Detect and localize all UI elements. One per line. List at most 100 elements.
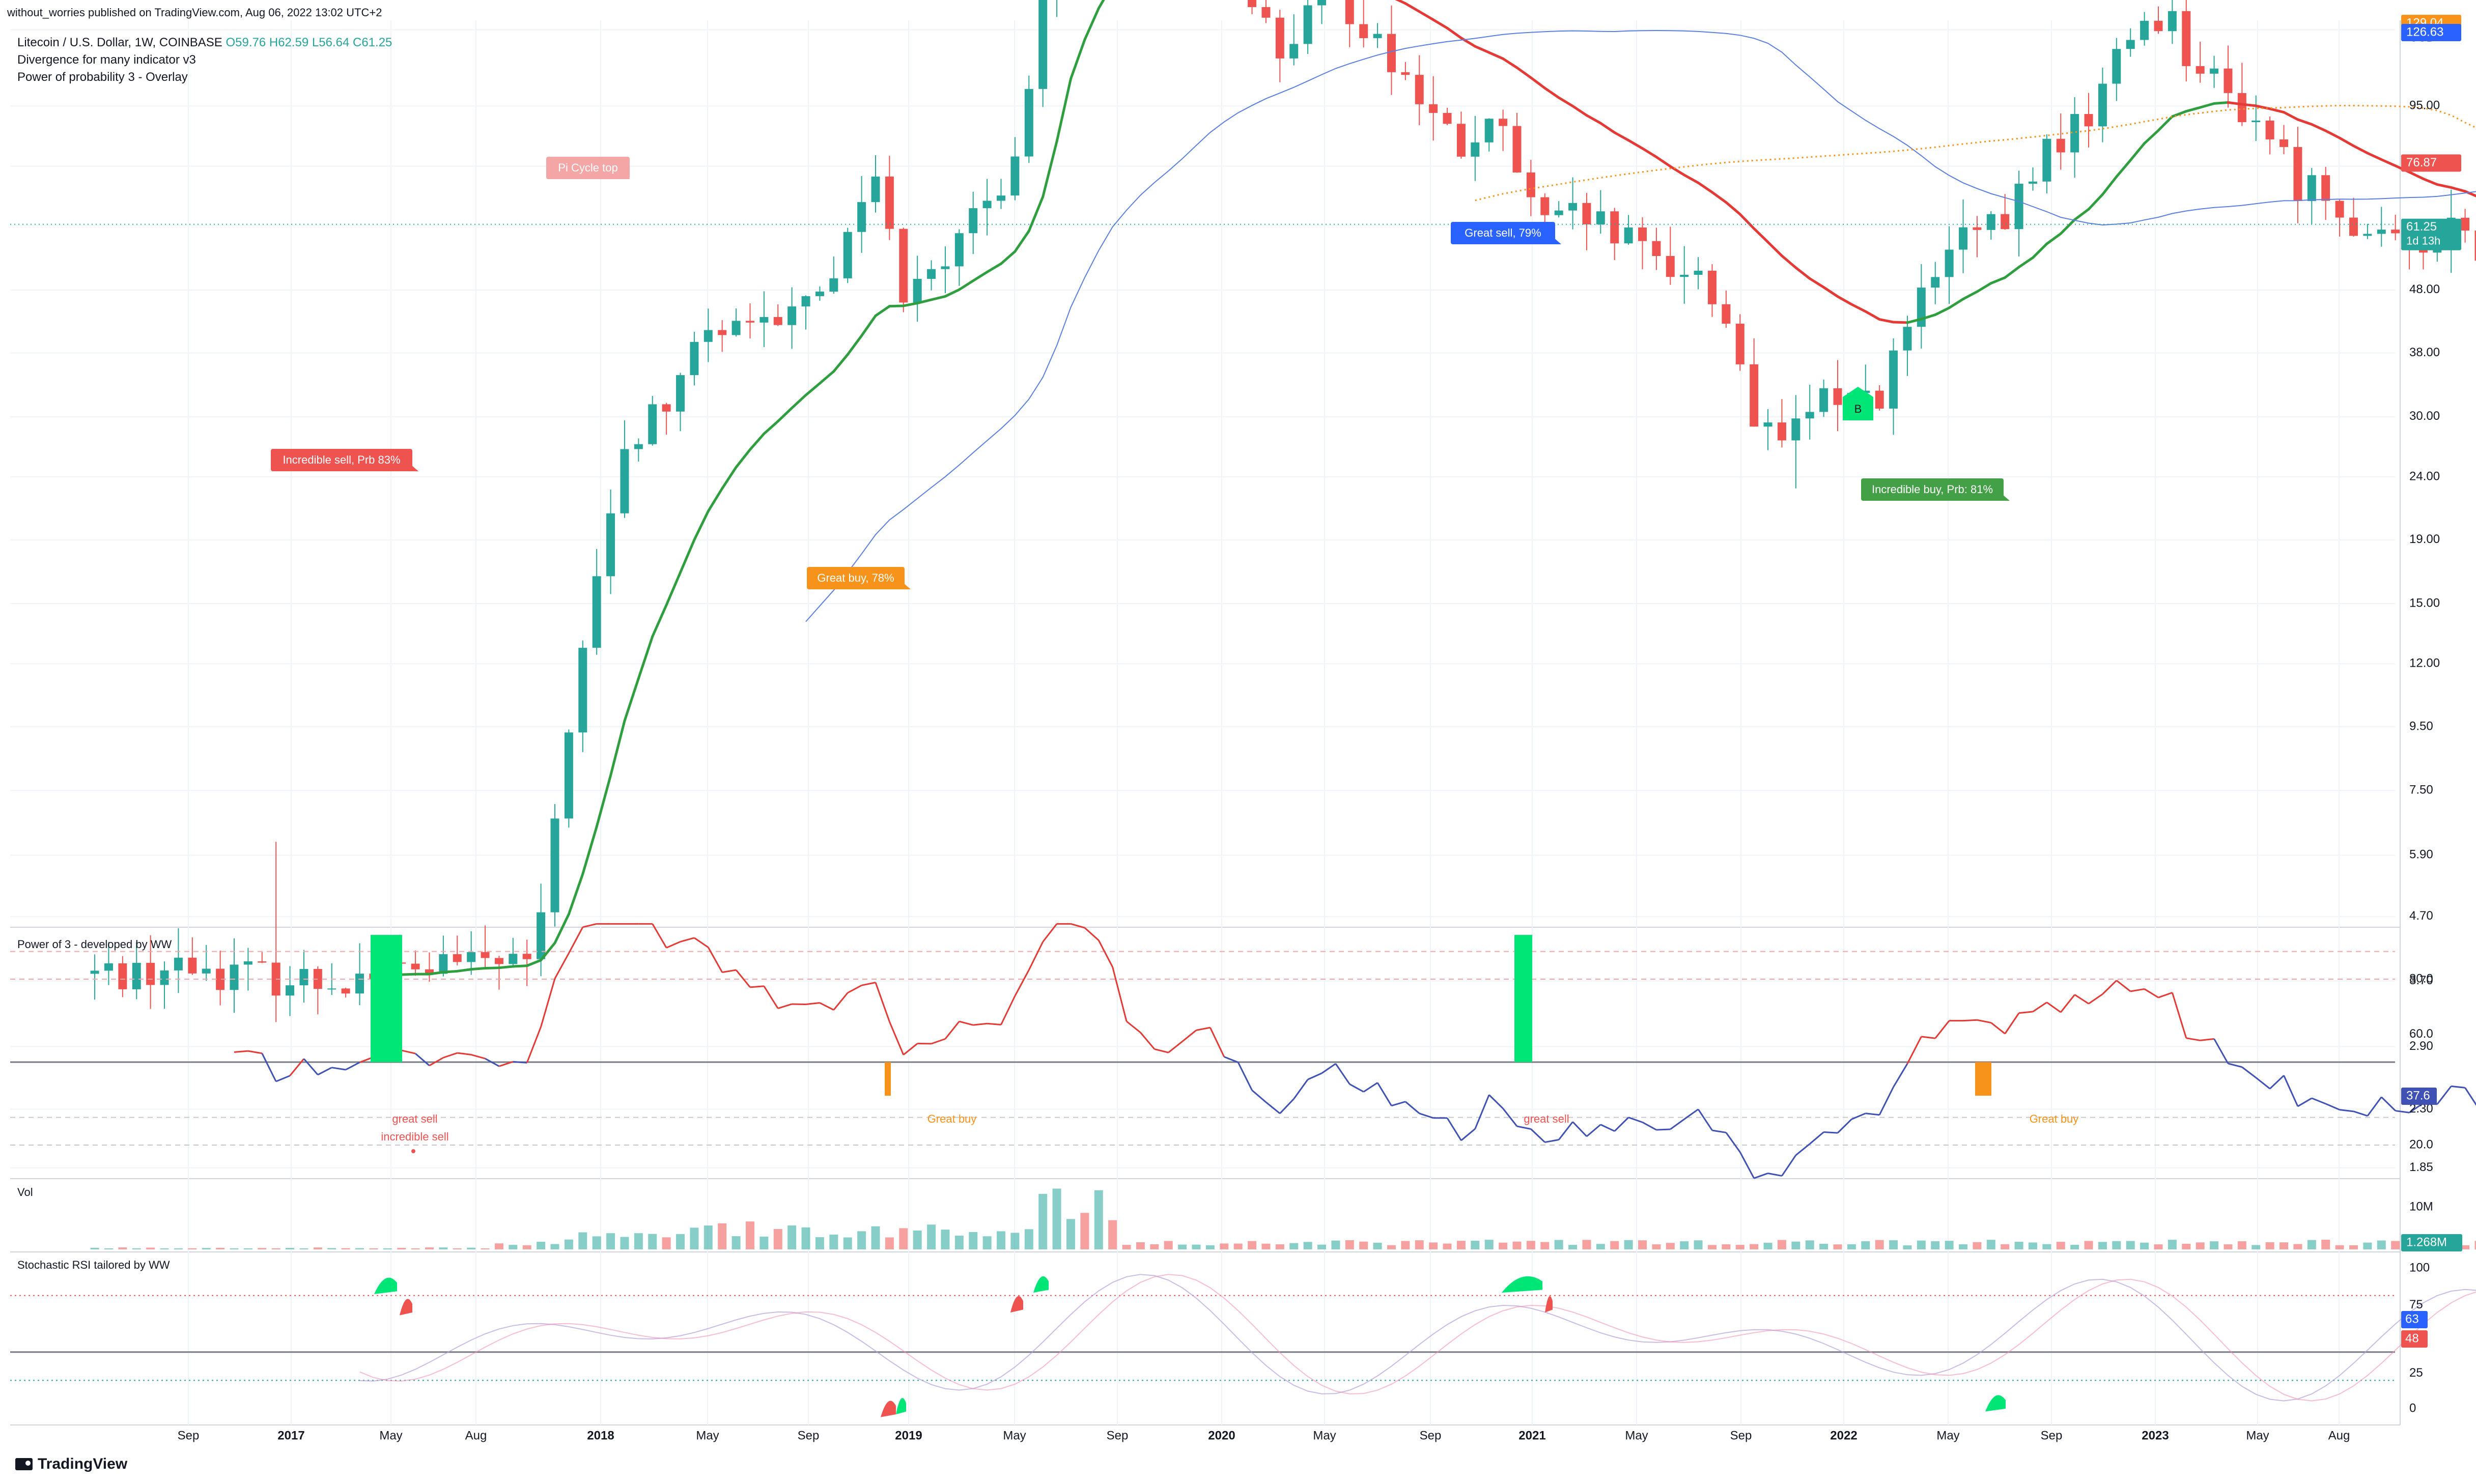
candle-body[interactable] (1722, 304, 1731, 324)
candle-body[interactable] (1429, 104, 1438, 113)
candle-body[interactable] (1903, 327, 1912, 351)
candle-body[interactable] (1833, 388, 1842, 405)
volume-pane[interactable] (90, 1188, 2476, 1249)
candle-body[interactable] (1624, 227, 1633, 244)
candle-body[interactable] (1694, 270, 1703, 275)
candle-body[interactable] (564, 732, 573, 819)
candle-body[interactable] (634, 444, 643, 449)
volume-pane-title[interactable]: Vol (17, 1186, 33, 1198)
candle-body[interactable] (2182, 11, 2191, 66)
price-pane[interactable]: Pi Cycle top Incredible sell, Prb 83% Grea… (10, 0, 2476, 1022)
candle-body[interactable] (509, 954, 518, 964)
candle-body[interactable] (299, 968, 308, 986)
stochastic-rsi-pane[interactable] (10, 1274, 2476, 1417)
candle-body[interactable] (1024, 89, 1033, 157)
candle-body[interactable] (2474, 231, 2476, 261)
candle-body[interactable] (1387, 34, 1396, 72)
candle-body[interactable] (1484, 119, 1494, 142)
candle-body[interactable] (2391, 230, 2400, 234)
candle-body[interactable] (662, 404, 671, 412)
candle-body[interactable] (2335, 201, 2344, 218)
candle-body[interactable] (1526, 172, 1535, 197)
candle-body[interactable] (1735, 324, 1745, 364)
candle-body[interactable] (2252, 120, 2261, 123)
candle-body[interactable] (1819, 388, 1828, 412)
candle-body[interactable] (1540, 197, 1550, 215)
candle-body[interactable] (1638, 227, 1647, 241)
candle-body[interactable] (1554, 210, 1563, 215)
candle-body[interactable] (216, 968, 225, 990)
candle-body[interactable] (1805, 412, 1814, 419)
candle-body[interactable] (104, 963, 113, 971)
candle-body[interactable] (2070, 114, 2079, 153)
candle-body[interactable] (1261, 7, 1271, 18)
candle-body[interactable] (453, 954, 462, 962)
candle-body[interactable] (1973, 227, 1982, 230)
candle-body[interactable] (313, 968, 322, 989)
candle-body[interactable] (843, 232, 852, 278)
candle-body[interactable] (118, 963, 127, 989)
candle-body[interactable] (1582, 203, 1591, 224)
candle-body[interactable] (745, 321, 754, 323)
candle-body[interactable] (537, 912, 546, 959)
candle-body[interactable] (230, 964, 239, 990)
candle-body[interactable] (1959, 227, 1968, 250)
indicator-legend-1[interactable]: Divergence for many indicator v3 (17, 53, 196, 67)
candle-body[interactable] (146, 962, 155, 985)
candle-body[interactable] (2042, 138, 2051, 182)
candle-body[interactable] (1986, 214, 1995, 230)
candle-body[interactable] (2265, 120, 2274, 139)
candle-body[interactable] (704, 330, 713, 342)
candle-body[interactable] (1917, 288, 1926, 327)
candle-body[interactable] (1512, 126, 1522, 173)
candle-body[interactable] (1931, 277, 1940, 288)
candle-body[interactable] (871, 176, 880, 203)
candle-body[interactable] (286, 985, 295, 996)
candle-body[interactable] (550, 818, 559, 912)
candle-body[interactable] (1359, 24, 1368, 38)
candle-body[interactable] (885, 176, 894, 229)
candle-body[interactable] (690, 341, 699, 376)
candle-body[interactable] (1763, 422, 1772, 427)
candle-body[interactable] (718, 330, 727, 335)
candle-body[interactable] (341, 988, 350, 994)
candle-body[interactable] (2461, 217, 2470, 231)
candle-body[interactable] (1568, 203, 1578, 211)
candle-body[interactable] (1610, 211, 1619, 244)
candle-body[interactable] (1248, 0, 1257, 7)
candle-body[interactable] (202, 968, 211, 974)
candle-body[interactable] (2028, 181, 2037, 184)
candle-body[interactable] (676, 375, 685, 412)
candle-body[interactable] (1038, 0, 1048, 89)
candle-body[interactable] (2154, 20, 2163, 32)
candle-body[interactable] (913, 278, 922, 303)
candle-body[interactable] (1875, 390, 1884, 409)
candle-body[interactable] (439, 954, 448, 974)
candle-body[interactable] (2126, 40, 2135, 49)
candle-body[interactable] (1345, 0, 1354, 24)
candle-body[interactable] (481, 952, 490, 958)
candle-body[interactable] (2140, 20, 2149, 40)
candle-body[interactable] (411, 963, 420, 969)
candle-body[interactable] (1456, 124, 1466, 157)
candle-body[interactable] (829, 278, 838, 292)
candle-body[interactable] (2084, 114, 2093, 127)
candle-body[interactable] (1303, 5, 1312, 44)
candle-body[interactable] (1443, 112, 1452, 124)
candle-body[interactable] (1945, 249, 1954, 277)
candle-body[interactable] (982, 201, 992, 209)
candle-body[interactable] (1010, 156, 1020, 196)
candle-body[interactable] (522, 954, 531, 959)
candle-body[interactable] (1289, 44, 1299, 59)
candle-body[interactable] (2196, 66, 2205, 74)
candle-body[interactable] (160, 970, 169, 985)
candle-body[interactable] (815, 292, 824, 296)
candle-body[interactable] (494, 958, 503, 964)
great-buy-tag-box[interactable] (807, 567, 905, 589)
candle-body[interactable] (1777, 422, 1786, 441)
candle-body[interactable] (648, 404, 657, 444)
candle-body[interactable] (787, 306, 797, 325)
candle-body[interactable] (1317, 0, 1327, 6)
candle-body[interactable] (2224, 68, 2233, 93)
candle-body[interactable] (1680, 275, 1689, 277)
